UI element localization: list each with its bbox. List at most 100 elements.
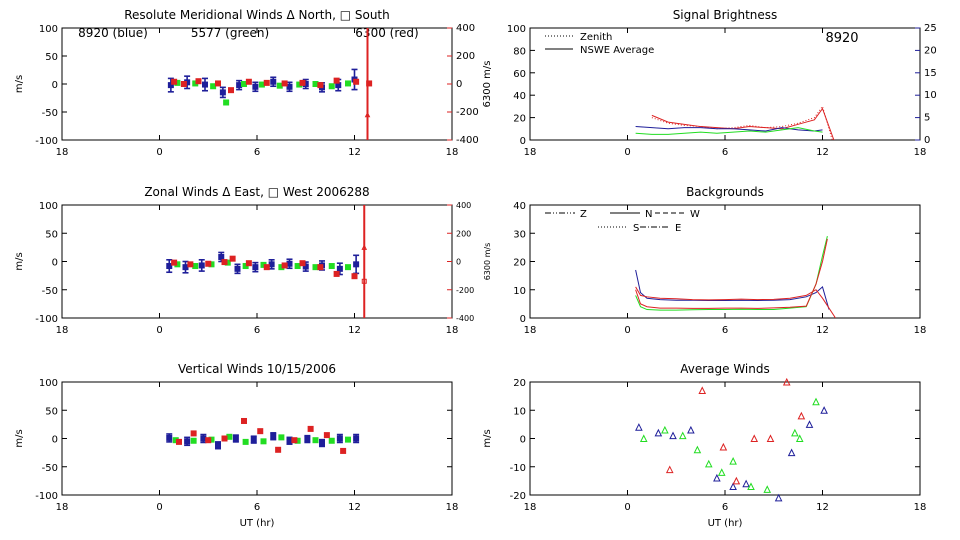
data-point [312, 264, 319, 271]
data-point [268, 261, 275, 268]
y-tick-label: -20 [510, 491, 526, 502]
data-point [166, 434, 173, 441]
data-point [698, 386, 707, 394]
x-tick-label: 0 [624, 325, 630, 336]
data-point [323, 432, 330, 439]
data-point [270, 433, 277, 440]
y2-tick-label: 400 [456, 23, 475, 34]
x-tick-label: 12 [348, 325, 361, 336]
legend-label: Zenith [580, 32, 612, 43]
data-point [167, 82, 174, 89]
data-point [281, 80, 288, 87]
x-tick-label: 18 [524, 147, 537, 158]
data-point [319, 440, 325, 447]
data-point [791, 428, 799, 437]
data-point [182, 264, 189, 271]
chart-title: Average Winds [680, 362, 770, 376]
y-tick-label: 0 [520, 435, 526, 446]
x-tick-label: 18 [446, 325, 459, 336]
data-point [276, 82, 283, 89]
data-point [336, 435, 343, 442]
y-axis-label: m/s [14, 429, 25, 447]
data-point [805, 420, 814, 428]
y2-axis-label: 6300 m/s [483, 243, 492, 281]
y2-axis-label: 6300 m/s [482, 61, 493, 108]
x-tick-label: 0 [156, 502, 162, 513]
y-axis-label: m/s [14, 75, 25, 93]
data-point [693, 445, 702, 454]
y-tick-label: -100 [35, 491, 58, 502]
x-tick-label: 6 [722, 502, 728, 513]
data-point [171, 78, 178, 85]
y2-tick-label: 20 [924, 45, 937, 56]
data-point [299, 79, 306, 86]
y-tick-label: -50 [42, 286, 58, 297]
y2-tick-label: 10 [924, 90, 937, 101]
data-point [286, 260, 293, 267]
annotation-label: 8920 (blue) [78, 26, 148, 40]
data-point [717, 468, 726, 476]
x-tick-label: 6 [722, 147, 728, 158]
y-tick-label: 0 [52, 80, 58, 91]
x-tick-label: 0 [624, 147, 630, 158]
y-tick-label: 20 [513, 258, 526, 269]
data-point [328, 437, 335, 444]
y-tick-label: 10 [513, 286, 526, 297]
x-tick-label: 18 [914, 325, 927, 336]
data-point [639, 434, 648, 442]
data-point [166, 263, 173, 270]
series-line [651, 105, 833, 140]
x-tick-label: 18 [914, 147, 927, 158]
y-tick-label: 40 [513, 201, 526, 212]
x-tick-label: 6 [254, 502, 260, 513]
y2-tick-label: 5 [924, 113, 930, 124]
y2-tick-label: 400 [456, 201, 471, 210]
x-tick-label: 6 [254, 147, 260, 158]
y2-tick-label: -400 [456, 135, 479, 146]
y2-tick-label: -400 [456, 314, 474, 323]
data-point [215, 442, 221, 449]
data-point [312, 81, 319, 87]
data-point [221, 259, 228, 266]
x-tick-label: 18 [524, 502, 537, 513]
data-point [180, 81, 187, 87]
series-line [635, 126, 823, 132]
y-tick-label: 80 [513, 46, 526, 57]
data-point [328, 83, 335, 90]
data-point [345, 436, 351, 443]
data-point [210, 83, 217, 90]
data-point [223, 99, 230, 106]
data-point [333, 270, 340, 277]
y-tick-label: 50 [45, 52, 58, 63]
data-point [241, 417, 247, 424]
data-point [258, 81, 265, 88]
y2-tick-label: 0 [924, 135, 930, 146]
data-point [340, 447, 347, 454]
data-point [221, 435, 228, 442]
data-point [245, 260, 252, 267]
data-point [302, 263, 309, 270]
x-tick-label: 12 [816, 502, 829, 513]
data-point [171, 259, 178, 266]
data-point [304, 436, 311, 443]
data-point [782, 377, 791, 386]
data-point [766, 434, 775, 442]
y-tick-label: 0 [520, 136, 526, 147]
data-point [795, 434, 804, 442]
y-tick-label: -100 [35, 136, 58, 147]
x-tick-label: 18 [56, 502, 69, 513]
data-point [270, 78, 277, 85]
data-point [669, 431, 677, 440]
series-line [635, 127, 823, 135]
data-point [242, 438, 249, 445]
data-point [286, 83, 293, 90]
y-tick-label: 100 [39, 201, 58, 212]
x-tick-label: 6 [254, 325, 260, 336]
data-point [228, 87, 234, 94]
x-tick-label: 0 [624, 502, 630, 513]
data-point [742, 479, 750, 488]
data-point [291, 437, 298, 444]
data-point [263, 264, 270, 271]
y2-tick-label: 200 [456, 229, 471, 238]
